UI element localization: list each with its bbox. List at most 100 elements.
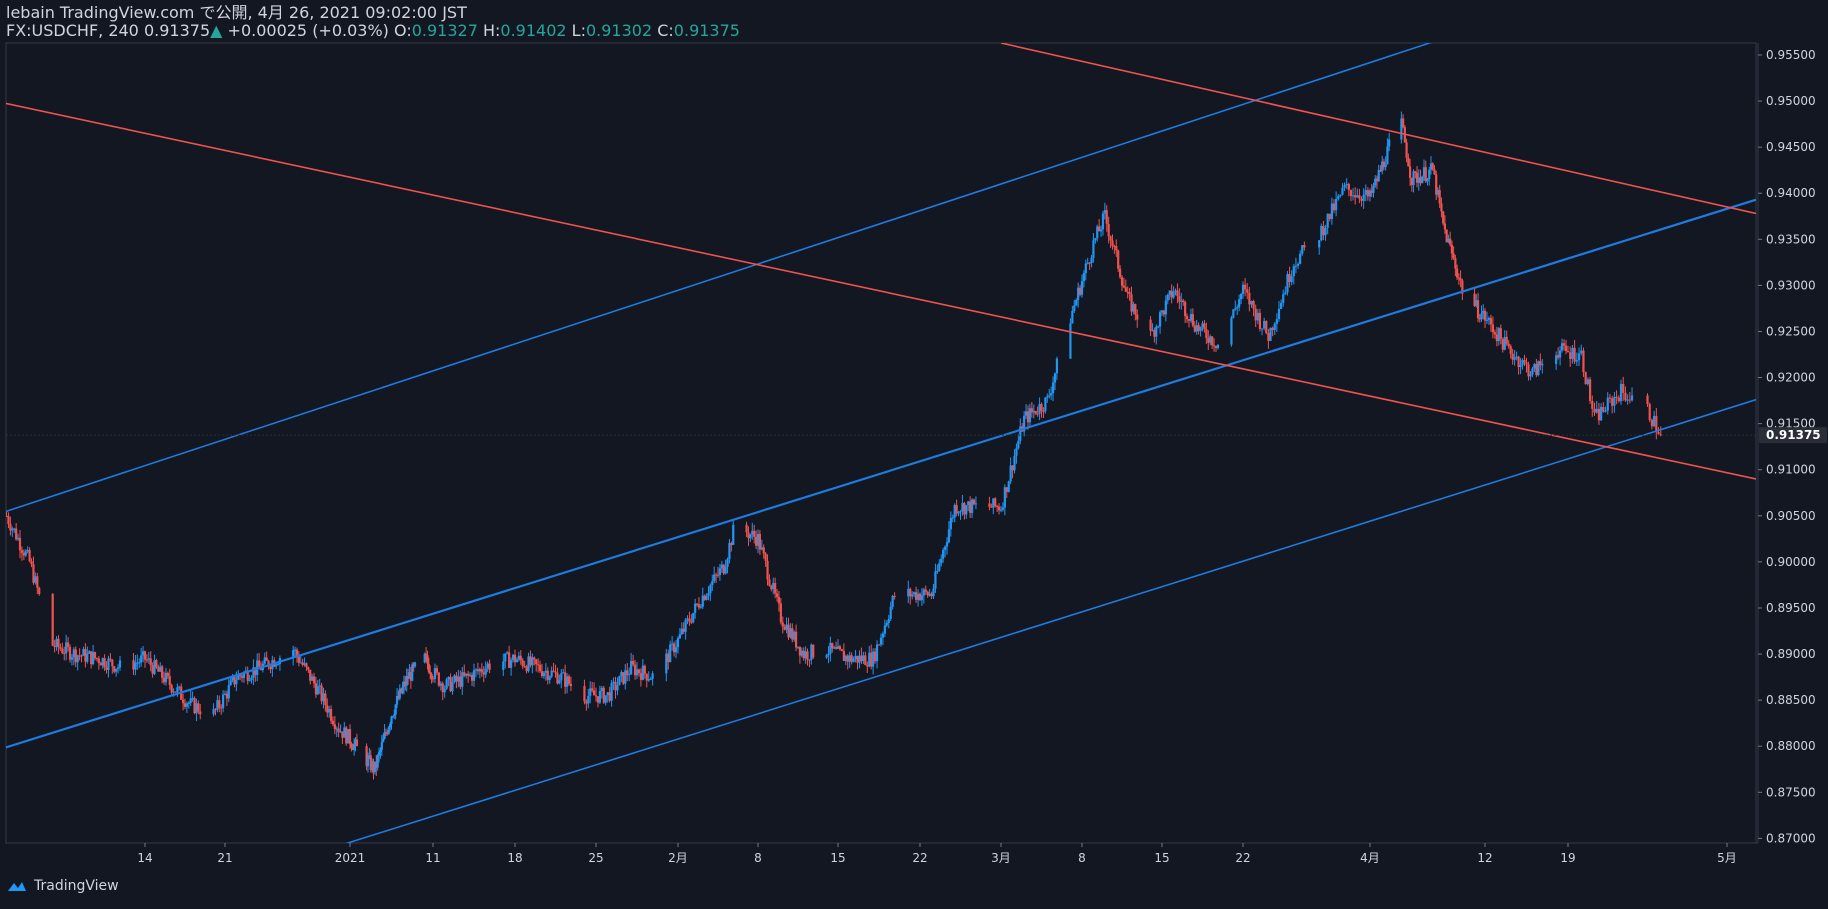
candle-body (1626, 399, 1629, 401)
candle-body (926, 591, 929, 596)
candle-body (1117, 250, 1120, 269)
high-value: 0.91402 (500, 21, 567, 40)
candle-body (1341, 187, 1344, 195)
candle-body (875, 644, 879, 662)
candle-body (1537, 361, 1540, 376)
candle-body (513, 654, 517, 663)
symbol-label[interactable]: FX:USDCHF, 240 (6, 21, 139, 40)
candle-body (674, 647, 678, 653)
candle-body (891, 595, 894, 607)
candle-body (630, 660, 633, 675)
candle-body (699, 606, 702, 608)
y-tick-label: 0.91500 (1766, 417, 1816, 431)
candle-body (1153, 330, 1156, 337)
candle-body (147, 658, 150, 660)
candle-body (1370, 190, 1373, 193)
trend-line-middle-blue (6, 198, 1756, 749)
candle-body (833, 647, 836, 649)
candle-body (297, 656, 300, 663)
candle-body (343, 727, 346, 738)
candle-body (1379, 169, 1382, 172)
candle-body (445, 679, 448, 689)
candle-body (1250, 300, 1253, 305)
candle-body (390, 716, 393, 725)
candle-body (1405, 142, 1408, 158)
candle-body (1132, 304, 1135, 312)
candle-body (961, 503, 964, 512)
candle-body (1176, 290, 1179, 297)
candle-body (546, 670, 549, 680)
x-tick-label: 18 (507, 851, 522, 865)
candle-body (1624, 392, 1627, 401)
candle-body (671, 643, 674, 645)
candle-body (1354, 195, 1357, 198)
low-value: 0.91302 (585, 21, 653, 40)
candle-body (562, 672, 565, 674)
candle-body (930, 593, 933, 597)
candle-body (151, 665, 154, 674)
candle-body (1286, 274, 1289, 293)
candle-body (1203, 323, 1206, 330)
brand-label: TradingView (34, 878, 119, 894)
x-tick-label: 14 (137, 851, 152, 865)
candle-body (1166, 294, 1169, 301)
candle-body (1122, 285, 1126, 288)
candle-body (1265, 321, 1268, 334)
candle-body (395, 696, 399, 705)
candle-body (185, 703, 189, 707)
candle-body (533, 657, 536, 660)
candle-body (1098, 226, 1101, 232)
candle-body (747, 532, 750, 539)
candle-body (990, 506, 993, 508)
candle-body (810, 644, 813, 660)
low-label: L: (571, 21, 586, 40)
candle-body (1324, 227, 1327, 236)
candle-body (174, 691, 177, 693)
candle-body (1212, 345, 1216, 347)
candle-body (680, 628, 683, 635)
candle-body (1337, 196, 1340, 200)
candle-body (1531, 368, 1534, 375)
y-tick-label: 0.92500 (1766, 324, 1816, 338)
candle-body (1107, 223, 1110, 237)
candle-body (91, 652, 95, 665)
candle-body (1260, 328, 1264, 330)
candle-body (690, 621, 693, 623)
candle-body (967, 501, 970, 506)
candle-body (585, 701, 588, 704)
candle-body (806, 651, 809, 660)
candle-body (337, 728, 340, 733)
candle-body (1071, 310, 1074, 324)
candle-body (149, 658, 152, 666)
candle-body (1244, 284, 1247, 290)
candle-body (1168, 290, 1171, 295)
candle-body (1613, 396, 1616, 406)
candle-body (914, 592, 918, 600)
candle-body (669, 644, 672, 663)
candle-body (829, 642, 832, 654)
candle-body (641, 665, 644, 680)
y-tick-label: 0.90000 (1766, 555, 1816, 569)
candle-body (9, 523, 12, 531)
candle-body (82, 649, 85, 656)
candle-body (1299, 253, 1302, 264)
candle-body (523, 666, 526, 668)
candle-body (459, 676, 462, 687)
candle-body (138, 662, 141, 664)
y-tick-label: 0.91000 (1766, 463, 1816, 477)
open-value: 0.91327 (411, 21, 478, 40)
candle-body (426, 655, 429, 664)
candle-body (785, 624, 788, 630)
candle-body (594, 695, 598, 697)
candle-body (1521, 360, 1524, 365)
candle-body (1375, 178, 1379, 182)
footer-brand[interactable]: TradingView (6, 878, 119, 894)
candle-body (836, 646, 840, 649)
candle-body (1499, 328, 1502, 339)
candle-body (1073, 305, 1076, 311)
candle-body (770, 585, 773, 590)
candle-body (1407, 157, 1410, 167)
candle-body (263, 657, 266, 664)
candle-body (540, 671, 544, 677)
